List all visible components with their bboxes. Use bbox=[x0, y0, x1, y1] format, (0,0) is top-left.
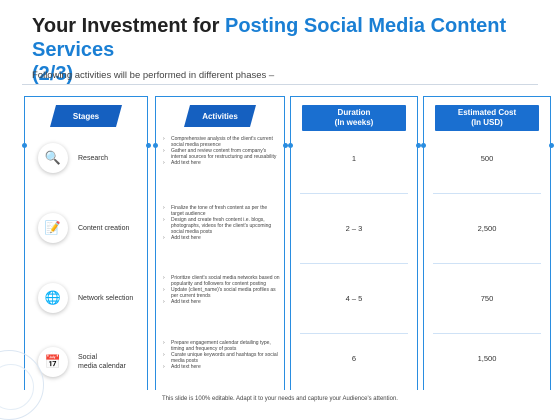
list-item: Add text here bbox=[162, 235, 280, 241]
slide-title: Your Investment for Posting Social Media… bbox=[32, 14, 532, 86]
duration-value: 4 – 5 bbox=[345, 294, 363, 303]
row-separator bbox=[300, 263, 408, 264]
row-separator bbox=[433, 333, 541, 334]
footer-note: This slide is 100% editable. Adapt it to… bbox=[162, 396, 398, 402]
list-item: Curate unique keywords and hashtags for … bbox=[162, 352, 280, 364]
title-suffix: (2/3) bbox=[32, 63, 74, 85]
row-separator bbox=[433, 263, 541, 264]
activities-header: Activities bbox=[184, 105, 256, 127]
list-item: Gather and review content from company's… bbox=[162, 148, 280, 160]
document-pen-icon: 📝 bbox=[38, 213, 68, 243]
stages-column: Stages bbox=[21, 96, 151, 390]
row-separator bbox=[300, 193, 408, 194]
magnifier-document-icon: 🔍 bbox=[38, 143, 68, 173]
stage-row-research: 🔍 Research bbox=[30, 138, 108, 178]
slide-subtitle: Following activities will be performed i… bbox=[32, 70, 275, 81]
duration-header: Duration (In weeks) bbox=[302, 105, 406, 131]
stages-header: Stages bbox=[50, 105, 122, 127]
stage-label: Content creation bbox=[78, 224, 130, 232]
activities-list: Finalize the tone of fresh content as pe… bbox=[162, 205, 280, 241]
list-item: Add text here bbox=[162, 364, 280, 370]
list-item: Comprehensive analysis of the client's c… bbox=[162, 136, 280, 148]
stage-label-line1: Social bbox=[78, 354, 98, 361]
calendar-icon: 📅 bbox=[38, 347, 68, 377]
title-accent: Posting Social Media Content Services bbox=[32, 15, 507, 61]
cost-value: 500 bbox=[480, 154, 494, 163]
list-item: Design and create fresh content i.e. blo… bbox=[162, 217, 280, 235]
row-separator bbox=[300, 333, 408, 334]
network-globe-icon: 🌐 bbox=[38, 283, 68, 313]
stage-row-social-media-calendar: 📅 Social media calendar bbox=[30, 342, 126, 382]
duration-value: 6 bbox=[351, 354, 357, 363]
activities-list: Prioritize client's social media network… bbox=[162, 275, 280, 305]
list-item: Prioritize client's social media network… bbox=[162, 275, 280, 287]
activities-list: Comprehensive analysis of the client's c… bbox=[162, 136, 280, 166]
stage-row-network-selection: 🌐 Network selection bbox=[30, 278, 133, 318]
list-item: Prepare engagement calendar detailing ty… bbox=[162, 340, 280, 352]
list-item: Add text here bbox=[162, 299, 280, 305]
list-item: Add text here bbox=[162, 160, 280, 166]
activities-column: Activities bbox=[152, 96, 288, 390]
activities-list: Prepare engagement calendar detailing ty… bbox=[162, 340, 280, 370]
duration-value: 2 – 3 bbox=[345, 224, 363, 233]
row-separator bbox=[433, 193, 541, 194]
stage-label: Research bbox=[78, 154, 108, 162]
stage-label-line2: media calendar bbox=[78, 363, 126, 370]
duration-column: Duration (In weeks) bbox=[287, 96, 421, 390]
list-item: Update (client_name)'s social media prof… bbox=[162, 287, 280, 299]
cost-header-line2: (In USD) bbox=[471, 118, 503, 127]
cost-value: 2,500 bbox=[477, 224, 497, 233]
stage-row-content-creation: 📝 Content creation bbox=[30, 208, 129, 248]
subtitle-divider bbox=[22, 84, 538, 85]
cost-header: Estimated Cost (In USD) bbox=[435, 105, 539, 131]
duration-header-line1: Duration bbox=[337, 108, 371, 117]
stage-label: Network selection bbox=[78, 294, 134, 302]
stage-label: Social media calendar bbox=[78, 353, 126, 371]
cost-header-line1: Estimated Cost bbox=[457, 108, 517, 117]
list-item: Finalize the tone of fresh content as pe… bbox=[162, 205, 280, 217]
cost-column: Estimated Cost (In USD) bbox=[420, 96, 554, 390]
duration-value: 1 bbox=[351, 154, 357, 163]
cost-value: 1,500 bbox=[477, 354, 497, 363]
title-plain: Your Investment for bbox=[32, 15, 225, 37]
cost-value: 750 bbox=[480, 294, 494, 303]
duration-header-line2: (In weeks) bbox=[334, 118, 374, 127]
